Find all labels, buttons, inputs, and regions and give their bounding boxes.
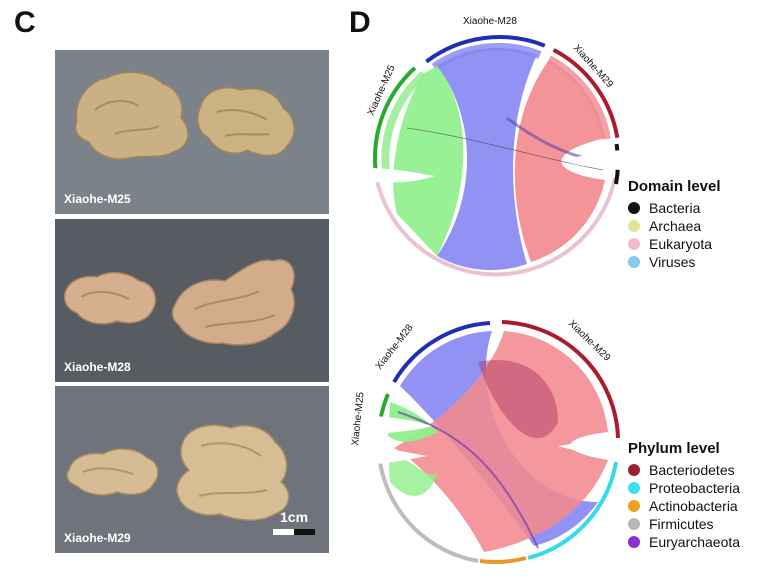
legend-swatch-eukaryota	[628, 238, 640, 250]
arc-m29	[501, 320, 620, 439]
legend-label: Firmicutes	[649, 516, 714, 532]
photo-m28-caption: Xiaohe-M28	[64, 360, 131, 374]
chord-m29	[394, 331, 608, 552]
legend-item-proteobacteria: Proteobacteria	[628, 479, 740, 497]
photo-m28-image	[55, 219, 329, 382]
legend-item-firmicutes: Firmicutes	[628, 515, 740, 533]
legend-item-actinobacteria: Actinobacteria	[628, 497, 740, 515]
legend-item-bacteriodetes: Bacteriodetes	[628, 461, 740, 479]
arc-actinobacteria	[479, 556, 527, 564]
legend-label: Proteobacteria	[649, 480, 741, 496]
arc-m29	[552, 48, 620, 139]
photo-m25-caption: Xiaohe-M25	[64, 192, 131, 206]
photo-m25: Xiaohe-M25	[55, 50, 329, 214]
legend-label: Bacteria	[649, 200, 701, 216]
legend-label: Eukaryota	[649, 236, 713, 252]
legend-label: Viruses	[649, 254, 696, 270]
arc-firmicutes	[378, 461, 479, 563]
chord-phylum-label-m29: Xiaohe-M29	[566, 318, 613, 364]
legend-domain: Domain level Bacteria Archaea Eukaryota …	[628, 178, 721, 271]
panel-c-label: C	[14, 6, 36, 39]
arc-m25	[373, 66, 417, 173]
arc-proteobacteria	[527, 461, 618, 560]
legend-item-bacteria: Bacteria	[628, 199, 721, 217]
legend-item-euryarchaeota: Euryarchaeota	[628, 533, 740, 551]
chord-diagram-phylum: Xiaohe-M28 Xiaohe-M25 Xiaohe-M29	[350, 318, 622, 564]
photo-m29-image	[55, 386, 329, 553]
legend-label: Archaea	[649, 218, 702, 234]
photo-m29-caption: Xiaohe-M29	[64, 531, 131, 545]
legend-label: Euryarchaeota	[649, 534, 741, 550]
scale-bar-label: 1cm	[280, 509, 309, 525]
legend-swatch-archaea	[628, 220, 640, 232]
arc-m28	[425, 35, 546, 64]
legend-swatch-bacteriodetes	[628, 464, 640, 476]
legend-phylum: Phylum level Bacteriodetes Proteobacteri…	[628, 440, 740, 551]
legend-domain-title: Domain level	[628, 178, 721, 195]
chord-m25	[393, 66, 464, 256]
legend-label: Bacteriodetes	[649, 462, 735, 478]
photo-m28: Xiaohe-M28	[55, 219, 329, 382]
legend-item-archaea: Archaea	[628, 217, 721, 235]
legend-swatch-bacteria	[628, 202, 640, 214]
chord-phylum-label-m28: Xiaohe-M28	[374, 322, 416, 372]
scale-bar	[273, 529, 315, 535]
chord-m28	[437, 47, 537, 271]
legend-swatch-firmicutes	[628, 518, 640, 530]
legend-item-eukaryota: Eukaryota	[628, 235, 721, 253]
legend-label: Actinobacteria	[649, 498, 738, 514]
legend-swatch-viruses	[628, 256, 640, 268]
photo-m25-image	[55, 50, 329, 214]
legend-item-viruses: Viruses	[628, 253, 721, 271]
legend-swatch-actinobacteria	[628, 500, 640, 512]
arc-eukaryota	[374, 175, 617, 277]
panel-d-label: D	[349, 6, 371, 39]
legend-swatch-proteobacteria	[628, 482, 640, 494]
photo-m29: Xiaohe-M29 1cm	[55, 386, 329, 553]
arc-m28	[392, 321, 491, 384]
legend-phylum-title: Phylum level	[628, 440, 720, 457]
legend-swatch-euryarchaeota	[628, 536, 640, 548]
chord-domain-label-m28: Xiaohe-M28	[463, 16, 517, 27]
chord-phylum-label-m25: Xiaohe-M25	[350, 391, 367, 446]
chord-diagram-domain: Xiaohe-M28 Xiaohe-M25 Xiaohe-M29	[366, 16, 621, 277]
